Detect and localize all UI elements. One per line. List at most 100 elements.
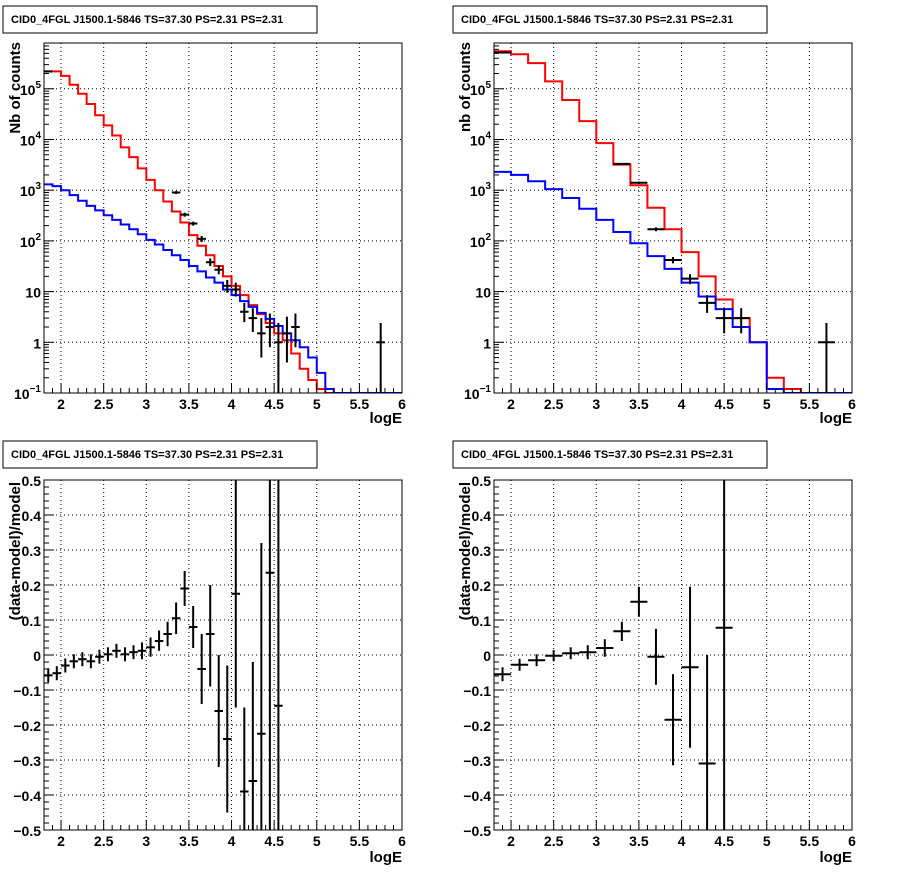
data-point [579, 645, 597, 660]
y-tick-label: 0.5 [472, 473, 492, 489]
x-axis-title-1: logE [370, 410, 403, 427]
y-tick-exponent: 3 [485, 181, 491, 192]
x-tick-label: 5 [763, 396, 771, 412]
data-point [197, 634, 206, 704]
data-point [715, 308, 733, 334]
y-tick-label: 104 [470, 130, 492, 148]
y-tick-exponent: 3 [35, 181, 41, 192]
y-tick-label: −0.1 [463, 683, 491, 699]
data-point [240, 302, 249, 323]
x-tick-label: 2 [57, 833, 65, 849]
x-tick-label: 2 [507, 396, 515, 412]
x-tick-label: 5.5 [350, 833, 370, 849]
x-tick-label: 6 [398, 833, 406, 849]
y-tick-label: −0.3 [463, 753, 491, 769]
data-point [257, 543, 266, 830]
y-axis-title-2: nb of counts [457, 42, 474, 132]
y-tick-exponent: 4 [485, 130, 491, 141]
data-point [120, 647, 130, 662]
y-tick-label: 102 [470, 232, 492, 250]
data-point [562, 647, 580, 660]
data-point [44, 668, 53, 683]
data-point [154, 630, 164, 651]
data-point [681, 274, 699, 285]
x-tick-label: 5.5 [350, 396, 370, 412]
y-tick-label: 0.4 [472, 508, 492, 524]
x-tick-label: 4 [678, 396, 686, 412]
x-tick-label: 4.5 [264, 833, 284, 849]
data-point [630, 181, 648, 184]
x-tick-label: 2.5 [94, 833, 114, 849]
data-point [265, 480, 275, 830]
y-axis-title-4: (data-model)/model [457, 482, 474, 620]
y-tick-base: 10 [464, 386, 480, 402]
y-tick-label: −0.1 [13, 683, 41, 699]
data-points-group [44, 480, 283, 830]
y-tick-base: 10 [20, 234, 36, 250]
data-point [214, 655, 223, 767]
y-tick-label: 104 [20, 130, 42, 148]
data-point [231, 282, 241, 297]
y-tick-exponent: 5 [35, 80, 41, 91]
y-tick-label: 0.3 [472, 543, 492, 559]
data-point [205, 258, 215, 266]
data-point [188, 606, 198, 648]
data-point [52, 666, 62, 681]
y-tick-label: 102 [20, 232, 42, 250]
data-points-group [494, 480, 733, 830]
data-point [129, 645, 138, 660]
data-point [274, 323, 283, 393]
x-tick-label: 5 [313, 396, 321, 412]
y-tick-label: 1 [33, 335, 41, 351]
data-point [240, 707, 249, 830]
y-tick-label: 103 [470, 181, 492, 199]
data-point [494, 667, 512, 682]
y-axis-title-1: Nb of counts [7, 42, 24, 134]
data-point [613, 162, 631, 165]
y-tick-label: 0.5 [22, 473, 42, 489]
y-tick-base: 10 [20, 132, 36, 148]
data-point [171, 191, 181, 195]
y-tick-label: 105 [20, 80, 42, 98]
y-tick-label: 0.1 [22, 613, 42, 629]
plot-frame [493, 42, 853, 394]
y-tick-exponent: −1 [30, 384, 42, 395]
data-point [223, 665, 232, 813]
x-tick-label: 2.5 [544, 396, 564, 412]
y-tick-label: 10−1 [464, 384, 491, 402]
x-tick-label: 4.5 [714, 833, 734, 849]
data-point [596, 639, 614, 657]
data-point [664, 257, 682, 264]
y-tick-label: −0.5 [463, 823, 491, 839]
y-tick-exponent: 5 [485, 80, 491, 91]
x-axis-title-4: logE [820, 849, 853, 866]
plot-title-box-4: CID0_4FGL J1500.1-5846 TS=37.30 PS=2.31 … [452, 440, 768, 469]
y-tick-label: −0.4 [13, 788, 41, 804]
data-point [545, 650, 563, 662]
plot-title-box-2: CID0_4FGL J1500.1-5846 TS=37.30 PS=2.31 … [452, 5, 768, 34]
data-point [248, 308, 258, 332]
model-series-group [494, 50, 852, 393]
data-point [274, 480, 283, 830]
data-point [112, 643, 121, 658]
y-tick-label: −0.4 [463, 788, 491, 804]
y-tick-exponent: 4 [35, 130, 41, 141]
x-tick-label: 3.5 [179, 396, 199, 412]
data-point [291, 313, 300, 348]
plot-3: 2 2.5 3 3.5 4 4.5 5 5.5 6 −0.5 −0.4 −0.3 −0.2 −0.1 0 0.… [13, 473, 406, 849]
x-tick-label: 3.5 [629, 396, 649, 412]
y-tick-label: 0.1 [472, 613, 492, 629]
total-model-histogram [44, 70, 402, 393]
x-tick-label: 6 [848, 396, 856, 412]
y-tick-label: −0.2 [463, 718, 491, 734]
x-axis-title-2: logE [820, 410, 853, 427]
y-tick-base: 10 [470, 234, 486, 250]
x-tick-label: 2.5 [544, 833, 564, 849]
data-point [103, 647, 113, 662]
x-tick-label: 5.5 [800, 833, 820, 849]
x-tick-label: 4.5 [714, 396, 734, 412]
y-tick-base: 10 [470, 82, 486, 98]
x-tick-label: 4 [228, 833, 236, 849]
x-tick-label: 3 [592, 833, 600, 849]
source-model-histogram [494, 170, 852, 393]
